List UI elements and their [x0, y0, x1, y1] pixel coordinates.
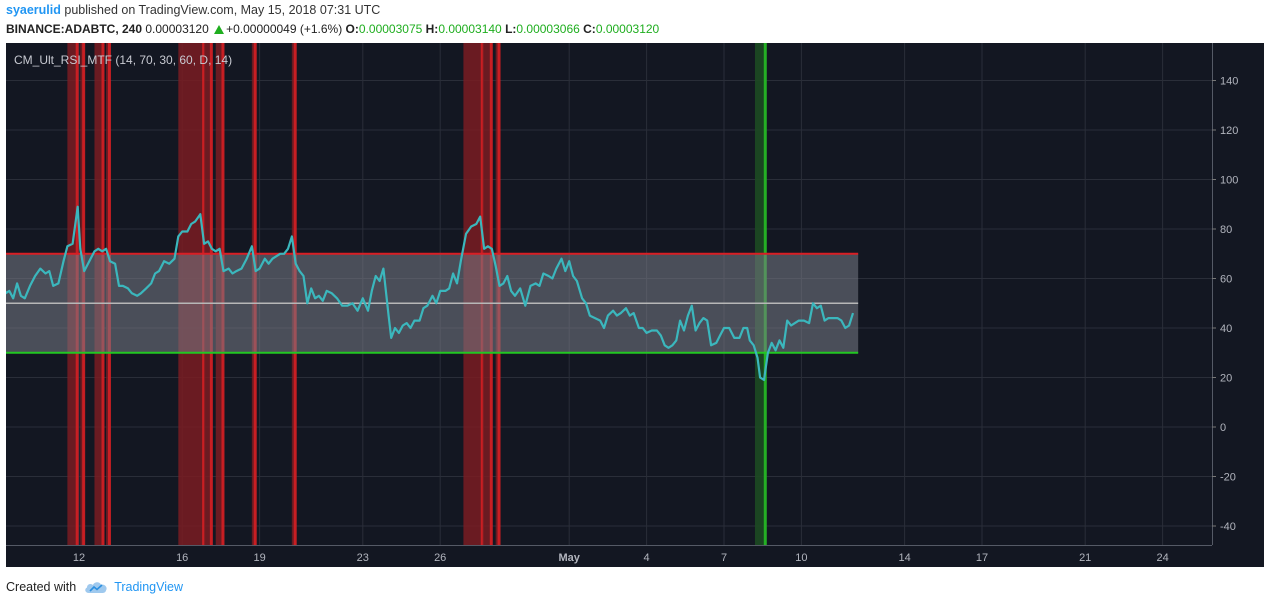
published-text: published on TradingView.com, May 15, 20… [64, 3, 381, 17]
chart-area[interactable]: 140 120 100 80 60 40 20 0 -20 -40 12 16 19 23 26 May 4 7 1… [6, 43, 1264, 567]
x-tick-label-12: 12 [73, 552, 85, 564]
y-tick-label-60: 60 [1220, 274, 1232, 286]
x-tick-label-26: 26 [434, 552, 446, 564]
symbol-info: BINANCE:ADABTC, 240 0.00003120 +0.000000… [6, 22, 659, 38]
x-tick-label-17: 17 [976, 552, 988, 564]
y-tick-label-140: 140 [1220, 76, 1238, 88]
open-value: 0.00003075 [358, 22, 423, 36]
x-axis-panel [6, 545, 1264, 567]
price-change: +0.00000049 (+1.6%) [226, 22, 343, 36]
x-tick-label-7: 7 [721, 552, 727, 564]
high-label: H: [425, 22, 439, 36]
y-tick-label-100: 100 [1220, 175, 1238, 187]
up-arrow-icon [214, 25, 225, 34]
x-tick-label-24: 24 [1156, 552, 1168, 564]
x-tick-label-19: 19 [253, 552, 265, 564]
y-tick-label-120: 120 [1220, 125, 1238, 137]
y-axis-panel [1212, 43, 1264, 567]
close-label: C: [583, 22, 596, 36]
indicator-label: CM_Ult_RSI_MTF (14, 70, 30, 60, D, 14) [14, 53, 232, 67]
tradingview-link[interactable]: TradingView [114, 580, 183, 594]
open-label: O: [345, 22, 359, 36]
created-with-text: Created with [6, 580, 77, 594]
x-tick-label-23: 23 [357, 552, 369, 564]
footer: Created with TradingView [6, 577, 183, 597]
y-tick-label--40: -40 [1220, 521, 1236, 533]
x-tick-label-May: May [558, 552, 580, 564]
last-price: 0.00003120 [145, 22, 209, 36]
y-tick-label-0: 0 [1220, 422, 1226, 434]
x-tick-label-16: 16 [176, 552, 188, 564]
x-tick-label-21: 21 [1079, 552, 1091, 564]
rsi-chart[interactable]: 140 120 100 80 60 40 20 0 -20 -40 12 16 19 23 26 May 4 7 1… [6, 43, 1264, 567]
tradingview-cloud-icon [85, 582, 107, 593]
x-tick-label-10: 10 [795, 552, 807, 564]
author-username[interactable]: syaerulid [6, 3, 61, 17]
x-tick-label-4: 4 [644, 552, 650, 564]
symbol-label: BINANCE:ADABTC, 240 [6, 22, 143, 36]
close-value: 0.00003120 [595, 22, 660, 36]
high-value: 0.00003140 [438, 22, 502, 36]
low-label: L: [505, 22, 517, 36]
y-tick-label-80: 80 [1220, 224, 1232, 236]
y-tick-label-20: 20 [1220, 373, 1232, 385]
y-tick-label-40: 40 [1220, 323, 1232, 335]
publish-info: syaerulid published on TradingView.com, … [6, 3, 380, 21]
x-tick-label-14: 14 [898, 552, 910, 564]
rsi-line [6, 205, 855, 382]
low-value: 0.00003066 [516, 22, 580, 36]
y-tick-label--20: -20 [1220, 472, 1236, 484]
